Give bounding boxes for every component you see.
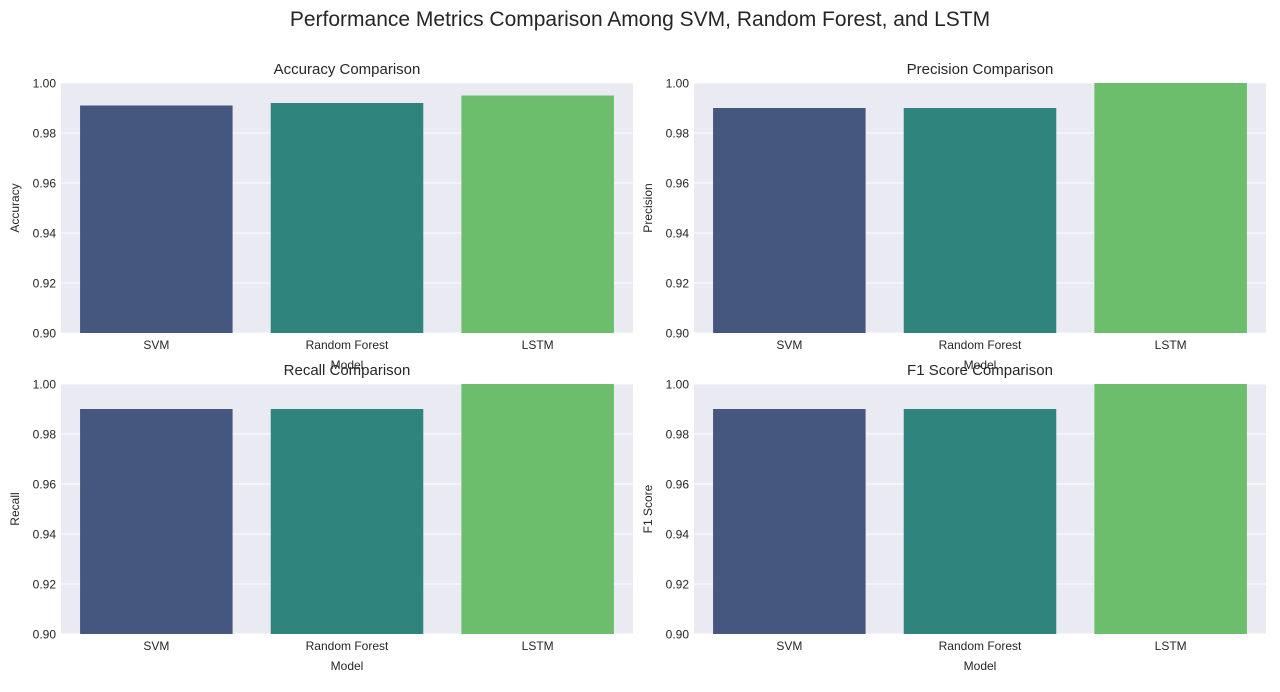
x-tick-label: SVM — [143, 639, 169, 653]
y-tick-label: 1.00 — [666, 378, 690, 392]
y-axis-label: F1 Score — [641, 484, 655, 533]
x-tick-label: LSTM — [522, 639, 554, 653]
y-tick-label: 0.92 — [666, 277, 690, 291]
y-tick-label: 0.96 — [666, 478, 690, 492]
bar-lstm — [1094, 384, 1247, 634]
y-tick-label: 0.92 — [666, 578, 690, 592]
x-tick-label: Random Forest — [306, 639, 389, 653]
x-tick-label: LSTM — [522, 338, 554, 352]
y-tick-label: 0.94 — [33, 528, 57, 542]
y-tick-label: 0.92 — [33, 277, 57, 291]
y-tick-label: 0.98 — [666, 127, 690, 141]
x-axis-label: Model — [331, 358, 364, 372]
y-tick-label: 0.90 — [33, 327, 57, 341]
x-tick-label: Random Forest — [306, 338, 389, 352]
bar-random-forest — [903, 108, 1057, 333]
x-tick-label: Random Forest — [939, 639, 1022, 653]
x-tick-label: LSTM — [1155, 338, 1187, 352]
subplot-1: 0.90 0.92 0.94 0.96 0.98 1.00 SVM Random Forest… — [641, 61, 1266, 372]
y-tick-label: 0.98 — [666, 428, 690, 442]
y-tick-label: 0.94 — [666, 528, 690, 542]
subplot-title: Precision Comparison — [907, 61, 1054, 78]
bar-lstm — [461, 384, 614, 634]
subplot-title: Accuracy Comparison — [274, 61, 421, 78]
subplot-0: 0.90 0.92 0.94 0.96 0.98 1.00 SVM Random Forest… — [8, 61, 633, 372]
x-axis-label: Model — [964, 358, 997, 372]
bar-lstm — [1094, 83, 1247, 333]
bar-random-forest — [270, 409, 424, 634]
figure-title: Performance Metrics Comparison Among SVM… — [289, 8, 991, 31]
subplot-3: 0.90 0.92 0.94 0.96 0.98 1.00 SVM Random Forest… — [641, 362, 1266, 673]
y-tick-label: 0.96 — [33, 478, 57, 492]
bar-svm — [713, 409, 866, 634]
bar-svm — [80, 409, 233, 634]
bar-svm — [80, 105, 233, 333]
x-axis-label: Model — [331, 659, 364, 673]
subplot-title: F1 Score Comparison — [907, 362, 1053, 379]
y-tick-label: 0.94 — [33, 227, 57, 241]
y-tick-label: 1.00 — [33, 77, 57, 91]
x-tick-label: SVM — [776, 338, 802, 352]
y-axis-label: Accuracy — [8, 183, 22, 232]
bar-random-forest — [270, 103, 424, 333]
y-tick-label: 0.98 — [33, 127, 57, 141]
y-tick-label: 0.92 — [33, 578, 57, 592]
y-tick-label: 0.96 — [33, 177, 57, 191]
x-tick-label: LSTM — [1155, 639, 1187, 653]
y-tick-label: 0.90 — [666, 327, 690, 341]
y-tick-label: 0.98 — [33, 428, 57, 442]
subplot-title: Recall Comparison — [284, 362, 411, 379]
y-tick-label: 0.96 — [666, 177, 690, 191]
y-axis-label: Recall — [8, 492, 22, 525]
bar-random-forest — [903, 409, 1057, 634]
x-tick-label: Random Forest — [939, 338, 1022, 352]
y-tick-label: 1.00 — [666, 77, 690, 91]
x-tick-label: SVM — [143, 338, 169, 352]
y-axis-label: Precision — [641, 183, 655, 232]
bar-lstm — [461, 95, 614, 333]
y-tick-label: 0.90 — [666, 628, 690, 642]
x-tick-label: SVM — [776, 639, 802, 653]
x-axis-label: Model — [964, 659, 997, 673]
bar-svm — [713, 108, 866, 333]
y-tick-label: 0.90 — [33, 628, 57, 642]
subplot-2: 0.90 0.92 0.94 0.96 0.98 1.00 SVM Random Forest… — [8, 362, 633, 673]
y-tick-label: 0.94 — [666, 227, 690, 241]
y-tick-label: 1.00 — [33, 378, 57, 392]
